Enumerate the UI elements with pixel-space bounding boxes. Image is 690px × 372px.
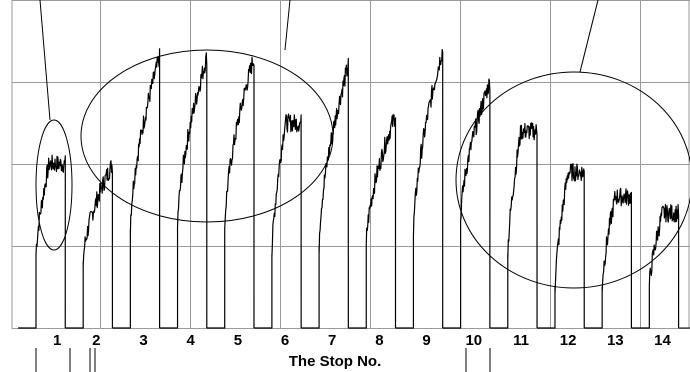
stop-trace-4 xyxy=(159,52,208,329)
x-tick-label-14: 14 xyxy=(654,332,671,349)
stop-trace-2 xyxy=(65,160,114,329)
stop-trace-13 xyxy=(584,187,633,329)
x-tick-label-1: 1 xyxy=(53,332,61,349)
x-axis-label: The Stop No. xyxy=(289,353,382,370)
stop-trace-14 xyxy=(631,203,680,329)
tick-layer: 1 2 3 4 5 6 7 8 9 10 11 12 13 14 xyxy=(53,332,671,349)
x-tick-label-2: 2 xyxy=(92,332,100,349)
x-tick-label-12: 12 xyxy=(560,332,577,349)
annotation-layer xyxy=(35,0,690,372)
grid-layer xyxy=(11,0,690,329)
annotation-leader-2 xyxy=(284,0,291,51)
annotation-ellipse-1 xyxy=(35,119,73,251)
x-tick-label-6: 6 xyxy=(281,332,289,349)
x-tick-label-4: 4 xyxy=(187,332,196,349)
x-tick-label-5: 5 xyxy=(234,332,242,349)
stop-trace-11 xyxy=(489,122,538,329)
annotation-leader-1 xyxy=(39,0,51,121)
bracket-3 xyxy=(465,348,491,372)
stop-trace-1 xyxy=(18,154,66,329)
stop-trace-7 xyxy=(301,57,349,329)
series-layer xyxy=(18,48,690,329)
stop-trace-12 xyxy=(537,163,585,329)
annotation-ellipse-2 xyxy=(80,49,334,223)
stop-trace-3 xyxy=(112,48,161,329)
x-tick-label-3: 3 xyxy=(139,332,147,349)
x-tick-label-7: 7 xyxy=(328,332,336,349)
x-tick-label-13: 13 xyxy=(607,332,624,349)
stop-trace-10 xyxy=(442,78,491,329)
x-tick-label-11: 11 xyxy=(513,332,529,349)
annotation-ellipse-3 xyxy=(455,71,690,289)
bracket-2 xyxy=(89,348,96,372)
stop-trace-6 xyxy=(253,113,302,329)
x-tick-label-8: 8 xyxy=(375,332,383,349)
bracket-1 xyxy=(35,348,71,372)
x-tick-label-10: 10 xyxy=(465,332,482,349)
annotation-leader-3 xyxy=(579,0,599,73)
stop-trace-9 xyxy=(395,48,444,329)
stop-trace-8 xyxy=(348,114,397,329)
x-tick-label-9: 9 xyxy=(422,332,430,349)
stop-trace-5 xyxy=(206,56,255,329)
